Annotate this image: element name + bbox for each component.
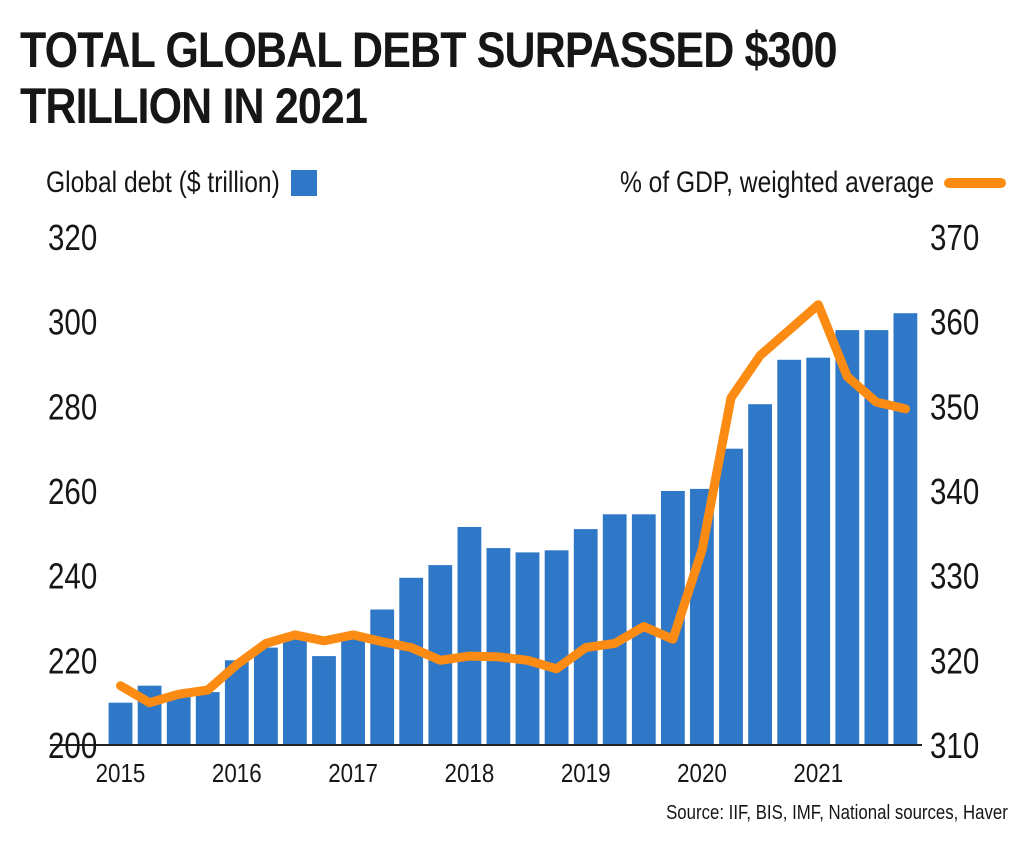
bar: [399, 577, 424, 745]
y-right-tick-label: 340: [930, 471, 979, 511]
legend-line-label: % of GDP, weighted average: [619, 166, 934, 199]
line-series: [116, 300, 910, 708]
chart-title: TOTAL GLOBAL DEBT SURPASSED $300 TRILLIO…: [20, 22, 838, 134]
y-right-tick-label: 370: [930, 217, 979, 257]
bar: [690, 488, 714, 745]
legend-line: % of GDP, weighted average: [551, 166, 1006, 200]
bar: [457, 527, 482, 745]
y-left-tick-label: 280: [48, 386, 97, 426]
y-right-tick-label: 320: [930, 640, 979, 680]
legend-bar: Global debt ($ trillion): [46, 166, 318, 200]
x-tick-label: 2021: [793, 759, 843, 788]
x-tick-label: 2020: [677, 759, 727, 788]
bar: [544, 550, 569, 745]
y-right-tick-label: 310: [930, 725, 979, 765]
x-tick-label: 2015: [96, 759, 146, 788]
bar: [661, 491, 685, 745]
bar: [806, 357, 831, 745]
bar: [777, 359, 802, 745]
bar: [893, 313, 918, 745]
source-note: Source: IIF, BIS, IMF, National sources,…: [666, 802, 1008, 824]
legend-line-swatch: [944, 178, 1006, 188]
y-left-tick-label: 240: [48, 556, 97, 596]
bar: [108, 702, 133, 745]
bar: [195, 692, 220, 745]
bar: [602, 514, 627, 745]
y-left-tick-label: 300: [48, 302, 97, 342]
x-tick-label: 2016: [212, 759, 262, 788]
bar: [224, 660, 249, 745]
x-tick-label: 2017: [328, 759, 378, 788]
bar: [428, 565, 453, 745]
bar: [719, 448, 743, 745]
bar: [486, 548, 511, 745]
y-right-tick-label: 350: [930, 386, 979, 426]
bar: [312, 656, 336, 745]
x-tick-label: 2019: [561, 759, 611, 788]
y-left-tick-label: 260: [48, 471, 97, 511]
x-tick-label: 2018: [445, 759, 495, 788]
bar: [748, 404, 772, 745]
bar: [166, 694, 191, 745]
legend-bar-swatch: [291, 170, 318, 196]
y-left-tick-label: 200: [48, 725, 97, 765]
bar: [573, 529, 598, 745]
bar: [254, 647, 278, 745]
bar: [283, 634, 307, 745]
y-left-tick-label: 320: [48, 217, 97, 257]
bar: [515, 552, 540, 745]
bar: [835, 330, 860, 745]
y-right-tick-label: 360: [930, 302, 979, 342]
bar: [370, 609, 395, 745]
y-right-tick-label: 330: [930, 556, 979, 596]
y-left-tick-label: 220: [48, 640, 97, 680]
bar: [341, 634, 365, 745]
legend-bar-label: Global debt ($ trillion): [46, 166, 280, 199]
bar: [864, 330, 889, 745]
